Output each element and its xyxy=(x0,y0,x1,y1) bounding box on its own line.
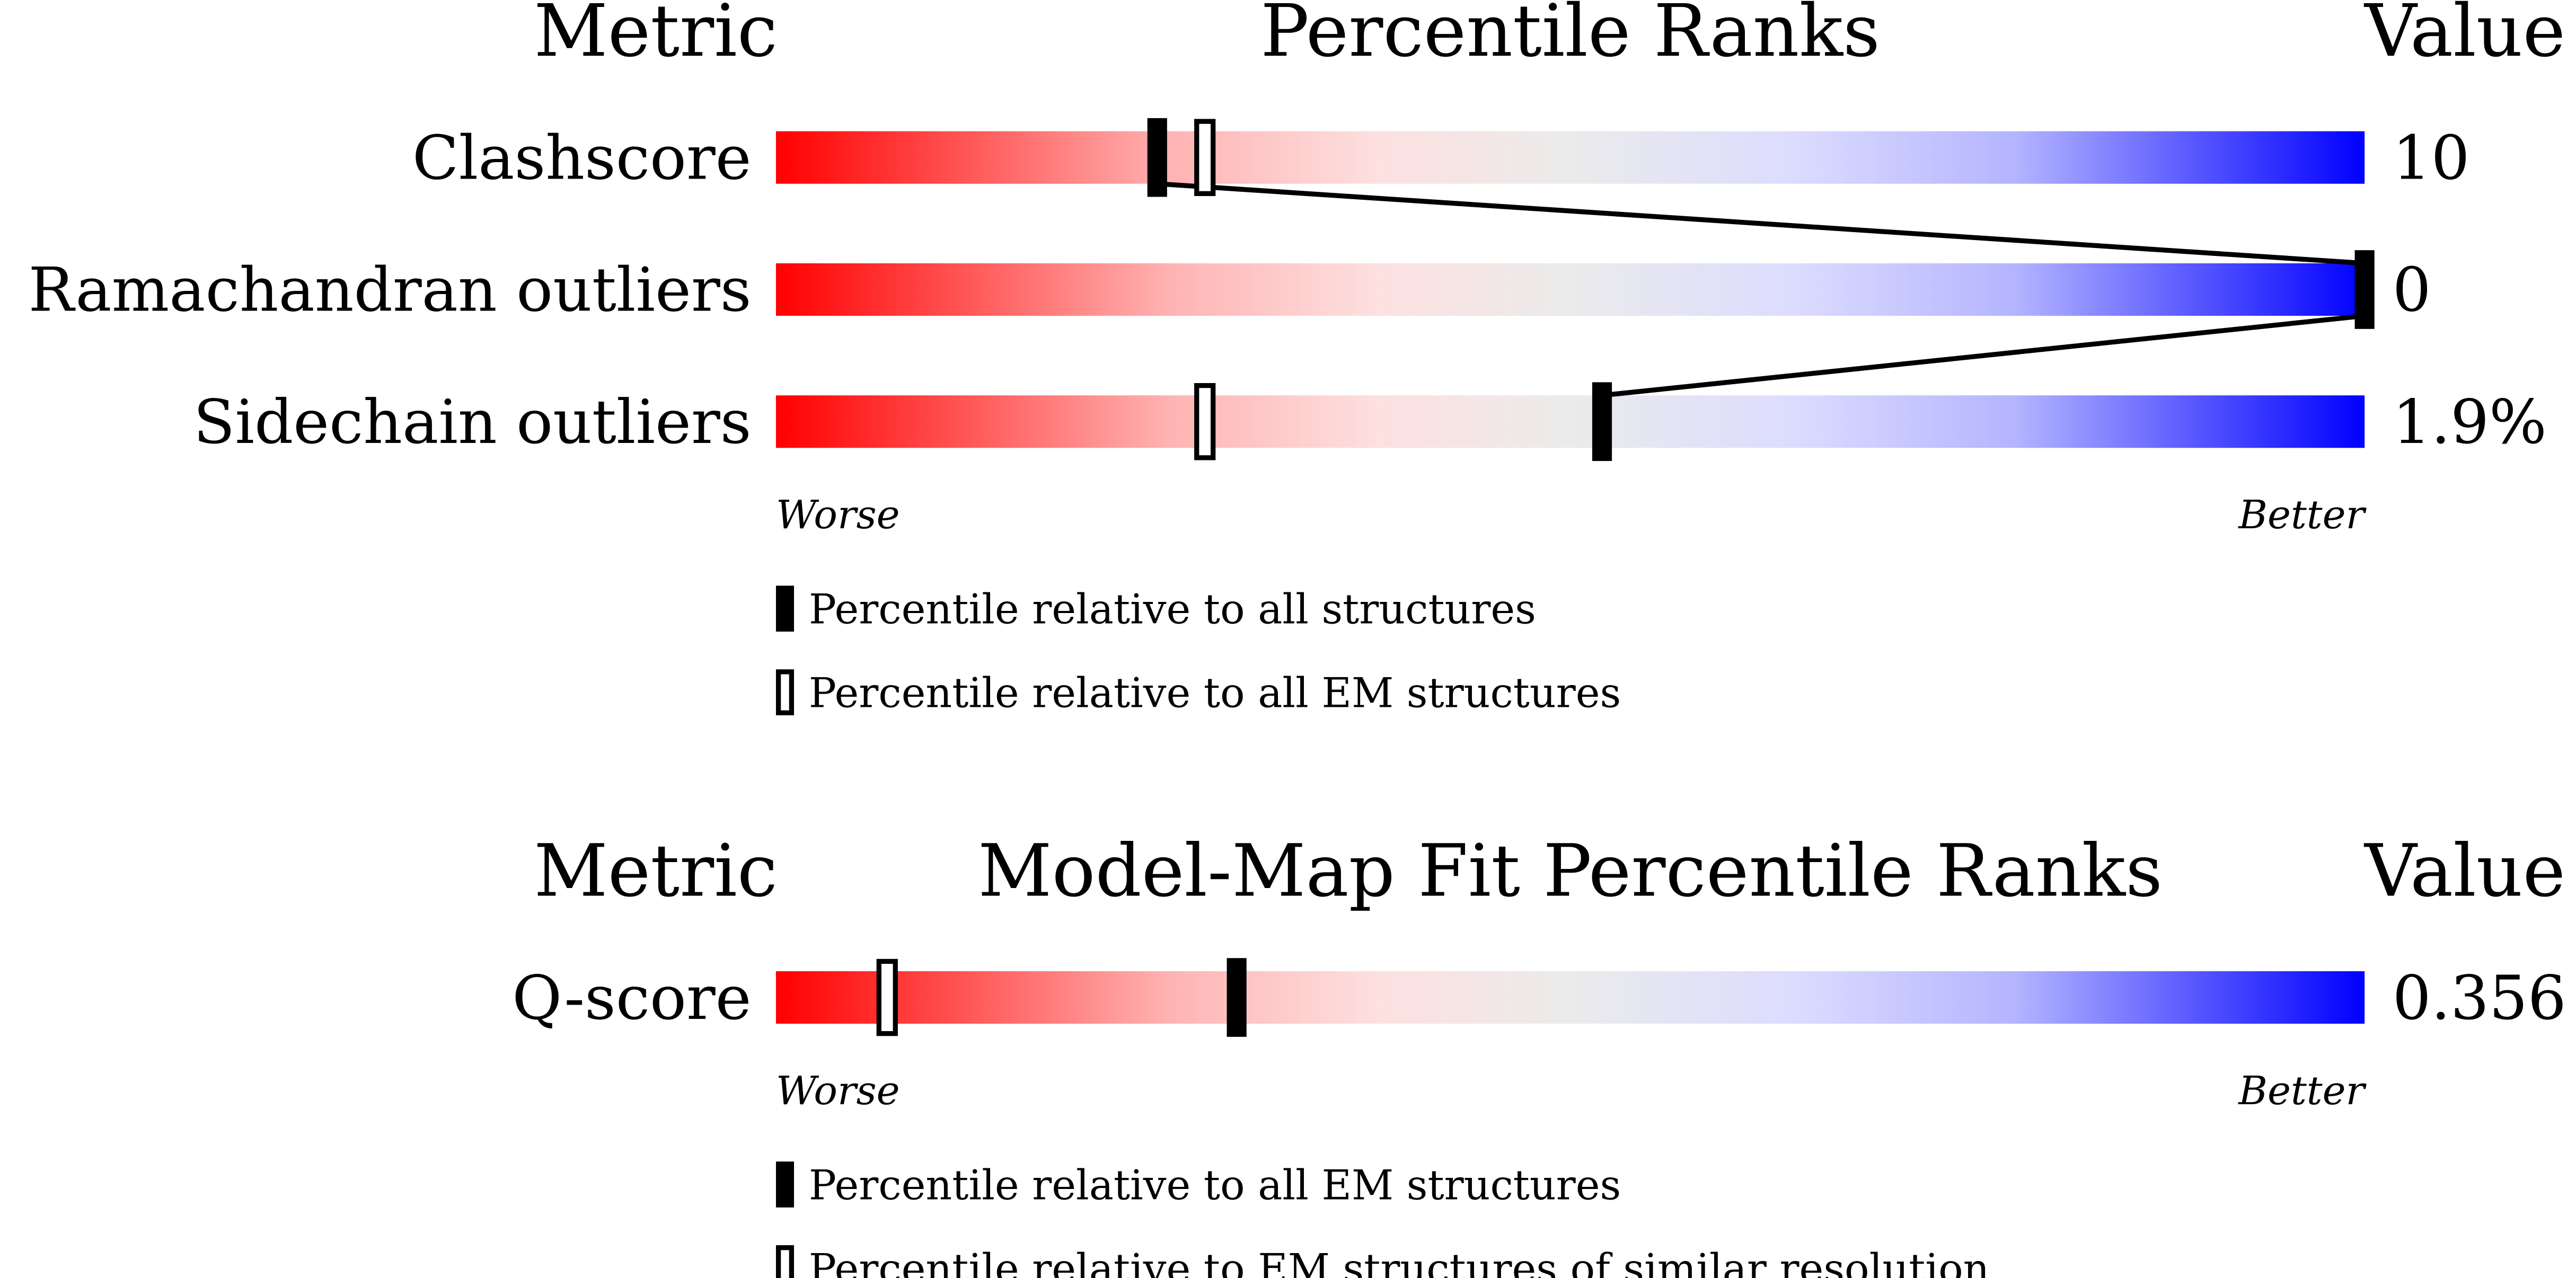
percentile-marker xyxy=(2354,250,2375,329)
header-metric: Metric xyxy=(534,0,778,73)
metric-value: 0 xyxy=(2393,255,2431,326)
worse-label: Worse xyxy=(776,492,900,538)
better-label: Better xyxy=(2237,492,2367,538)
header-value: Value xyxy=(2363,830,2565,913)
metric-label: Sidechain outliers xyxy=(193,387,752,458)
connector xyxy=(1602,313,2365,398)
worse-label: Worse xyxy=(776,1068,900,1114)
header-title: Model-Map Fit Percentile Ranks xyxy=(978,830,2163,913)
legend-label: Percentile relative to all EM structures xyxy=(809,1161,1621,1209)
header-metric: Metric xyxy=(534,830,778,913)
legend-swatch-outline xyxy=(775,1245,795,1278)
better-label: Better xyxy=(2237,1068,2367,1114)
legend-label: Percentile relative to EM structures of … xyxy=(809,1245,1990,1278)
percentile-marker-outline xyxy=(876,958,898,1036)
percentile-marker xyxy=(1592,382,1612,462)
metric-label: Clashscore xyxy=(412,123,752,193)
metric-value: 10 xyxy=(2393,123,2470,193)
percentile-marker-outline xyxy=(1194,383,1216,460)
percentile-marker-outline xyxy=(1194,119,1216,197)
metric-label: Ramachandran outliers xyxy=(29,255,752,326)
legend-swatch xyxy=(775,1161,795,1208)
legend-label: Percentile relative to all structures xyxy=(809,586,1536,634)
slider-bar xyxy=(775,395,2365,448)
legend-label: Percentile relative to all EM structures xyxy=(809,669,1621,717)
connector xyxy=(1157,181,2365,266)
metric-value: 0.356 xyxy=(2393,963,2566,1034)
header-value: Value xyxy=(2363,0,2565,73)
percentile-marker xyxy=(1147,118,1167,197)
header-title: Percentile Ranks xyxy=(1260,0,1880,73)
legend-swatch-outline xyxy=(775,669,795,715)
metric-value: 1.9% xyxy=(2393,387,2547,458)
slider-bar xyxy=(775,263,2365,316)
metric-label: Q-score xyxy=(512,963,751,1034)
legend-swatch xyxy=(775,585,795,632)
slider-bar xyxy=(775,131,2365,184)
slider-bar xyxy=(775,971,2365,1024)
percentile-marker xyxy=(1227,958,1247,1037)
